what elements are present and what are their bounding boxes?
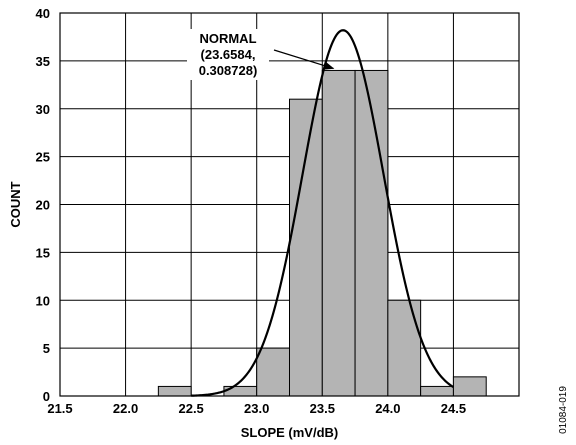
x-tick-label-5: 24.0 — [375, 401, 400, 416]
y-tick-label-0: 0 — [43, 389, 50, 404]
x-tick-labels: 21.5 22.0 22.5 23.0 23.5 24.0 24.5 — [47, 401, 466, 416]
histogram-bar-6 — [387, 299, 422, 397]
histogram-bars — [157, 69, 487, 397]
y-tick-label-4: 20 — [36, 198, 50, 213]
annotation-line-2: (23.6584, — [201, 47, 256, 62]
y-tick-label-3: 15 — [36, 245, 50, 260]
histogram-bar-3 — [289, 98, 323, 397]
x-tick-label-6: 24.5 — [441, 401, 466, 416]
annotation-line-3: 0.308728) — [199, 63, 258, 78]
histogram-bar-7 — [420, 385, 454, 397]
x-tick-label-3: 23.0 — [244, 401, 269, 416]
y-tick-labels: 0 5 10 15 20 25 30 35 40 — [36, 6, 50, 404]
y-tick-label-1: 5 — [43, 341, 50, 356]
figure-id: 01084-019 — [558, 386, 569, 434]
annotation-line-1: NORMAL — [199, 31, 256, 46]
x-tick-label-2: 22.5 — [178, 401, 203, 416]
normal-curve — [191, 29, 455, 397]
y-tick-label-6: 30 — [36, 102, 50, 117]
x-tick-label-4: 23.5 — [310, 401, 335, 416]
histogram-bar-4 — [321, 69, 356, 397]
histogram-bar-0 — [157, 385, 192, 397]
x-tick-label-0: 21.5 — [47, 401, 72, 416]
y-tick-label-7: 35 — [36, 54, 50, 69]
plot-border — [59, 12, 520, 397]
normal-annotation: NORMAL (23.6584, 0.308728) — [187, 29, 335, 80]
y-axis-label: COUNT — [8, 181, 23, 227]
y-tick-label-8: 40 — [36, 6, 50, 21]
histogram-bar-5 — [354, 69, 389, 397]
plot-frame — [59, 12, 520, 397]
histogram-bar-1 — [223, 385, 258, 397]
x-axis-label: SLOPE (mV/dB) — [241, 425, 339, 440]
annotation-arrow — [273, 49, 335, 70]
y-tick-label-2: 10 — [36, 293, 50, 308]
y-tick-label-5: 25 — [36, 150, 50, 165]
histogram-bar-8 — [452, 376, 487, 397]
histogram-bar-2 — [256, 347, 291, 397]
annotation-background — [187, 29, 269, 80]
x-tick-label-1: 22.0 — [113, 401, 138, 416]
normal-curve-layer — [191, 29, 455, 397]
